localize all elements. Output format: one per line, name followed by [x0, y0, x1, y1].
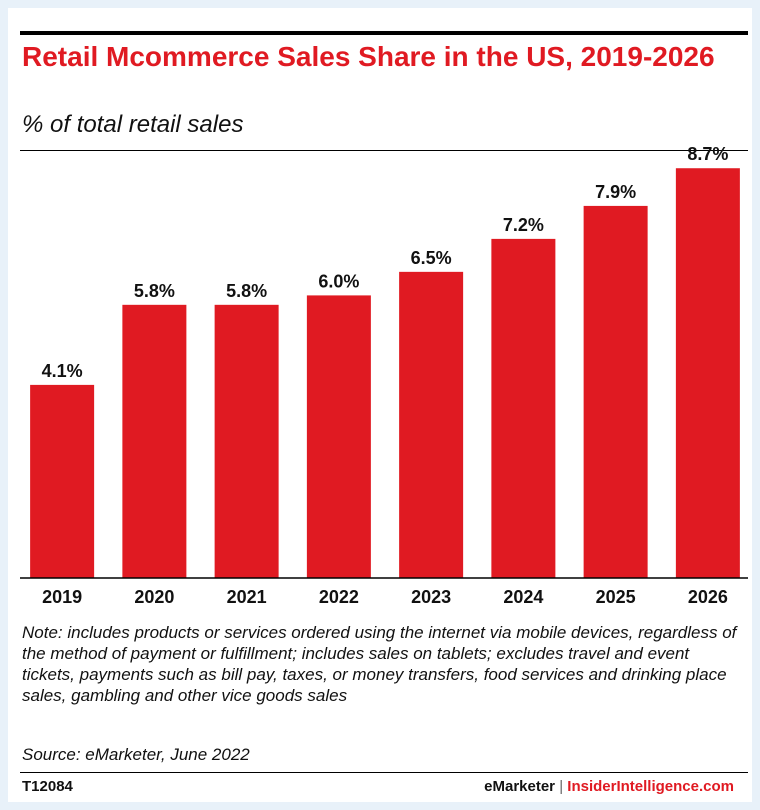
- x-tick-2024: 2024: [503, 587, 543, 607]
- bar-2021: [214, 304, 279, 578]
- chart-card: Retail Mcommerce Sales Share in the US, …: [8, 8, 752, 802]
- bar-2026: [675, 168, 740, 579]
- x-tick-2022: 2022: [319, 587, 359, 607]
- chart-code: T12084: [22, 778, 73, 795]
- brand-separator: |: [559, 778, 564, 795]
- x-tick-2021: 2021: [227, 587, 267, 607]
- x-tick-2025: 2025: [596, 587, 636, 607]
- value-label-2023: 6.5%: [411, 248, 452, 268]
- bar-2025: [583, 205, 648, 578]
- bar-2019: [30, 384, 95, 578]
- value-label-2025: 7.9%: [595, 182, 636, 202]
- x-tick-2023: 2023: [411, 587, 451, 607]
- bar-2022: [306, 295, 371, 578]
- subtitle-rule: [20, 150, 748, 151]
- value-label-2020: 5.8%: [134, 281, 175, 301]
- bar-2023: [399, 271, 464, 578]
- chart-title: Retail Mcommerce Sales Share in the US, …: [22, 41, 715, 72]
- bar-2020: [122, 304, 187, 578]
- value-label-2022: 6.0%: [318, 271, 359, 291]
- value-label-2021: 5.8%: [226, 281, 267, 301]
- value-label-2019: 4.1%: [42, 361, 83, 381]
- brand-insider-intelligence: InsiderIntelligence.com: [567, 778, 734, 795]
- footer-rule: [20, 772, 748, 773]
- x-tick-2019: 2019: [42, 587, 82, 607]
- bar-2024: [491, 238, 556, 578]
- brand-credit: eMarketer | InsiderIntelligence.com: [484, 778, 734, 795]
- value-label-2024: 7.2%: [503, 215, 544, 235]
- chart-source: Source: eMarketer, June 2022: [22, 745, 250, 764]
- chart-note: Note: includes products or services orde…: [22, 623, 737, 705]
- brand-emarketer: eMarketer: [484, 778, 556, 795]
- chart-subtitle: % of total retail sales: [22, 111, 244, 138]
- top-rule: [20, 31, 748, 35]
- bar-chart: 4.1% 2019 5.8% 2020 5.8% 2021 6.0% 2022 6.5% 2023…: [20, 144, 748, 607]
- x-tick-2026: 2026: [688, 587, 728, 607]
- value-label-2026: 8.7%: [687, 144, 728, 164]
- x-tick-2020: 2020: [134, 587, 174, 607]
